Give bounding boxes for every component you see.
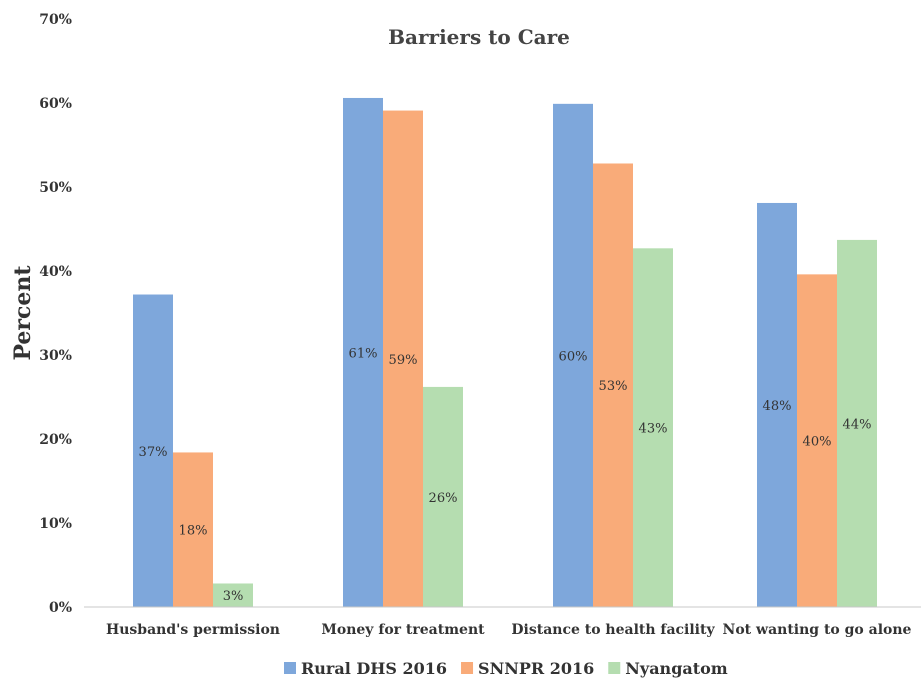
y-tick-label: 60% [39,96,72,112]
y-tick-label: 0% [49,600,72,616]
bars [133,97,877,608]
bar [757,202,797,607]
data-label: 43% [639,422,668,437]
data-label: 61% [349,346,378,361]
bar [423,386,463,607]
data-label: 44% [843,417,872,432]
x-category-label: Money for treatment [321,622,485,638]
bar [383,110,423,607]
chart-title: Barriers to Care [388,25,570,49]
data-label: 26% [429,491,458,506]
y-tick-label: 10% [39,516,72,532]
data-label: 60% [559,349,588,364]
category-labels: Husband's permission Money for treatment D… [106,622,912,638]
legend-swatch [461,662,474,674]
bar [553,103,593,607]
bar [837,239,877,608]
legend-swatch [608,662,621,674]
bar [343,97,383,608]
bar [593,163,633,608]
data-label: 59% [389,353,418,368]
x-category-label: Not wanting to go alone [723,622,912,638]
y-tick-label: 50% [39,180,72,196]
bar [633,248,673,607]
bar [213,583,253,607]
x-category-label: Husband's permission [106,622,280,638]
y-tick-label: 30% [39,348,72,364]
y-tick-label: 20% [39,432,72,448]
data-label: 40% [803,435,832,450]
y-tick-label: 40% [39,264,72,280]
data-label: 3% [223,589,244,604]
legend: Rural DHS 2016 SNNPR 2016 Nyangatom [284,659,728,678]
legend-swatch [284,662,296,674]
y-axis-label: Percent [10,265,36,361]
data-label: 53% [599,379,628,394]
data-label: 37% [139,445,168,460]
bar [173,452,213,607]
y-axis-ticks: 0% 10% 20% 30% 40% 50% 60% 70% [39,12,72,616]
bar [133,294,173,607]
data-label: 48% [763,399,792,414]
y-tick-label: 70% [39,12,72,28]
bar [797,274,837,607]
x-category-label: Distance to health facility [511,622,715,638]
legend-label: Nyangatom [625,659,728,678]
legend-label: SNNPR 2016 [478,659,594,678]
legend-label: Rural DHS 2016 [301,659,447,678]
data-label: 18% [179,524,208,539]
data-labels: 37% 18% 3% 61% 59% 26% 60% 53% 43% 48% 40% 44% [139,346,872,604]
